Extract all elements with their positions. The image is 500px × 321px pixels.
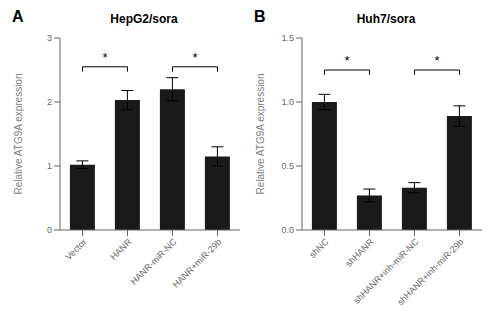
svg-text:2: 2: [47, 97, 52, 107]
svg-text:shHANR: shHANR: [344, 237, 376, 269]
html-text:HepG2/sora: HepG2/sora: [110, 12, 178, 26]
svg-text:HANR-miR-NC: HANR-miR-NC: [129, 237, 179, 287]
svg-text:*: *: [192, 50, 197, 65]
svg-text:*: *: [434, 53, 439, 68]
svg-text:*: *: [102, 50, 107, 65]
html-text:B: B: [254, 8, 266, 25]
svg-text:HANR+miR-29b: HANR+miR-29b: [171, 237, 224, 290]
svg-text:*: *: [344, 53, 349, 68]
html-text:A: A: [12, 8, 24, 25]
svg-text:3: 3: [47, 33, 52, 43]
svg-text:shNC: shNC: [307, 237, 330, 260]
svg-text:Vector: Vector: [63, 237, 88, 262]
svg-text:0.0: 0.0: [281, 225, 294, 235]
svg-text:HANR: HANR: [108, 237, 133, 262]
html-text:Huh7/sora: Huh7/sora: [356, 12, 416, 26]
svg-text:shHANR+inh-miR-29b: shHANR+inh-miR-29b: [395, 237, 465, 307]
svg-text:1.0: 1.0: [281, 97, 294, 107]
svg-text:0: 0: [47, 225, 52, 235]
svg-text:1: 1: [47, 161, 52, 171]
svg-text:Relative ATG9A expression: Relative ATG9A expression: [13, 74, 24, 195]
svg-text:1.5: 1.5: [281, 33, 294, 43]
svg-text:0.5: 0.5: [281, 161, 294, 171]
svg-text:shHANR+inh-miR-NC: shHANR+inh-miR-NC: [351, 236, 421, 306]
svg-text:Relative ATG9A expression: Relative ATG9A expression: [255, 74, 266, 195]
